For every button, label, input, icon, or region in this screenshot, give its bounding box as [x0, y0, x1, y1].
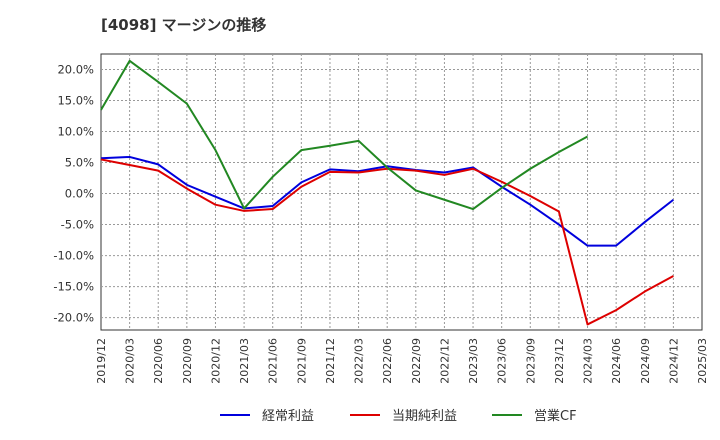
- x-tick-label: 2025/03: [696, 338, 709, 384]
- y-tick-label: -15.0%: [53, 280, 94, 294]
- x-tick-label: 2021/03: [238, 338, 251, 384]
- x-tick-label: 2024/06: [610, 338, 623, 384]
- y-tick-label: 20.0%: [57, 63, 94, 77]
- x-axis-ticks: 2019/12 2020/03 2020/06 2020/09 2020/12 2021/…: [95, 338, 709, 384]
- y-tick-label: 15.0%: [57, 94, 94, 108]
- x-tick-label: 2023/12: [553, 338, 566, 384]
- x-tick-label: 2020/09: [181, 338, 194, 384]
- legend-label-1: 当期純利益: [392, 409, 457, 424]
- y-tick-label: 10.0%: [57, 125, 94, 139]
- grid: [101, 54, 702, 330]
- x-tick-label: 2020/12: [209, 338, 222, 384]
- x-tick-label: 2022/03: [353, 338, 366, 384]
- y-tick-label: 5.0%: [65, 156, 94, 170]
- x-tick-label: 2022/09: [410, 338, 423, 384]
- x-tick-label: 2024/09: [639, 338, 652, 384]
- series-lines: [100, 59, 674, 326]
- legend-label-2: 営業CF: [534, 408, 577, 424]
- legend-label-0: 経常利益: [262, 409, 314, 424]
- x-tick-label: 2024/03: [582, 338, 595, 384]
- y-tick-label: 0.0%: [65, 187, 94, 201]
- series-line-2: [100, 59, 588, 211]
- x-tick-label: 2023/06: [496, 338, 509, 384]
- x-tick-label: 2022/12: [438, 338, 451, 384]
- x-tick-label: 2019/12: [95, 338, 108, 384]
- y-axis-ticks: 20.0% 15.0% 10.0% 5.0% 0.0% -5.0% -10.0% -15.0%…: [53, 63, 94, 325]
- chart-title: [4098] マージンの推移: [101, 16, 266, 34]
- y-tick-label: -5.0%: [61, 218, 94, 232]
- x-tick-label: 2020/06: [152, 338, 165, 384]
- x-tick-label: 2021/09: [295, 338, 308, 384]
- x-tick-label: 2023/09: [524, 338, 537, 384]
- x-tick-label: 2022/06: [381, 338, 394, 384]
- x-tick-label: 2020/03: [124, 338, 137, 384]
- x-tick-label: 2021/06: [267, 338, 280, 384]
- legend: 経常利益 当期純利益 営業CF: [220, 408, 577, 424]
- x-tick-label: 2024/12: [667, 338, 680, 384]
- x-tick-label: 2021/12: [324, 338, 337, 384]
- y-tick-label: -10.0%: [53, 249, 94, 263]
- plot-area: [100, 53, 703, 331]
- x-tick-label: 2023/03: [467, 338, 480, 384]
- y-tick-label: -20.0%: [53, 311, 94, 325]
